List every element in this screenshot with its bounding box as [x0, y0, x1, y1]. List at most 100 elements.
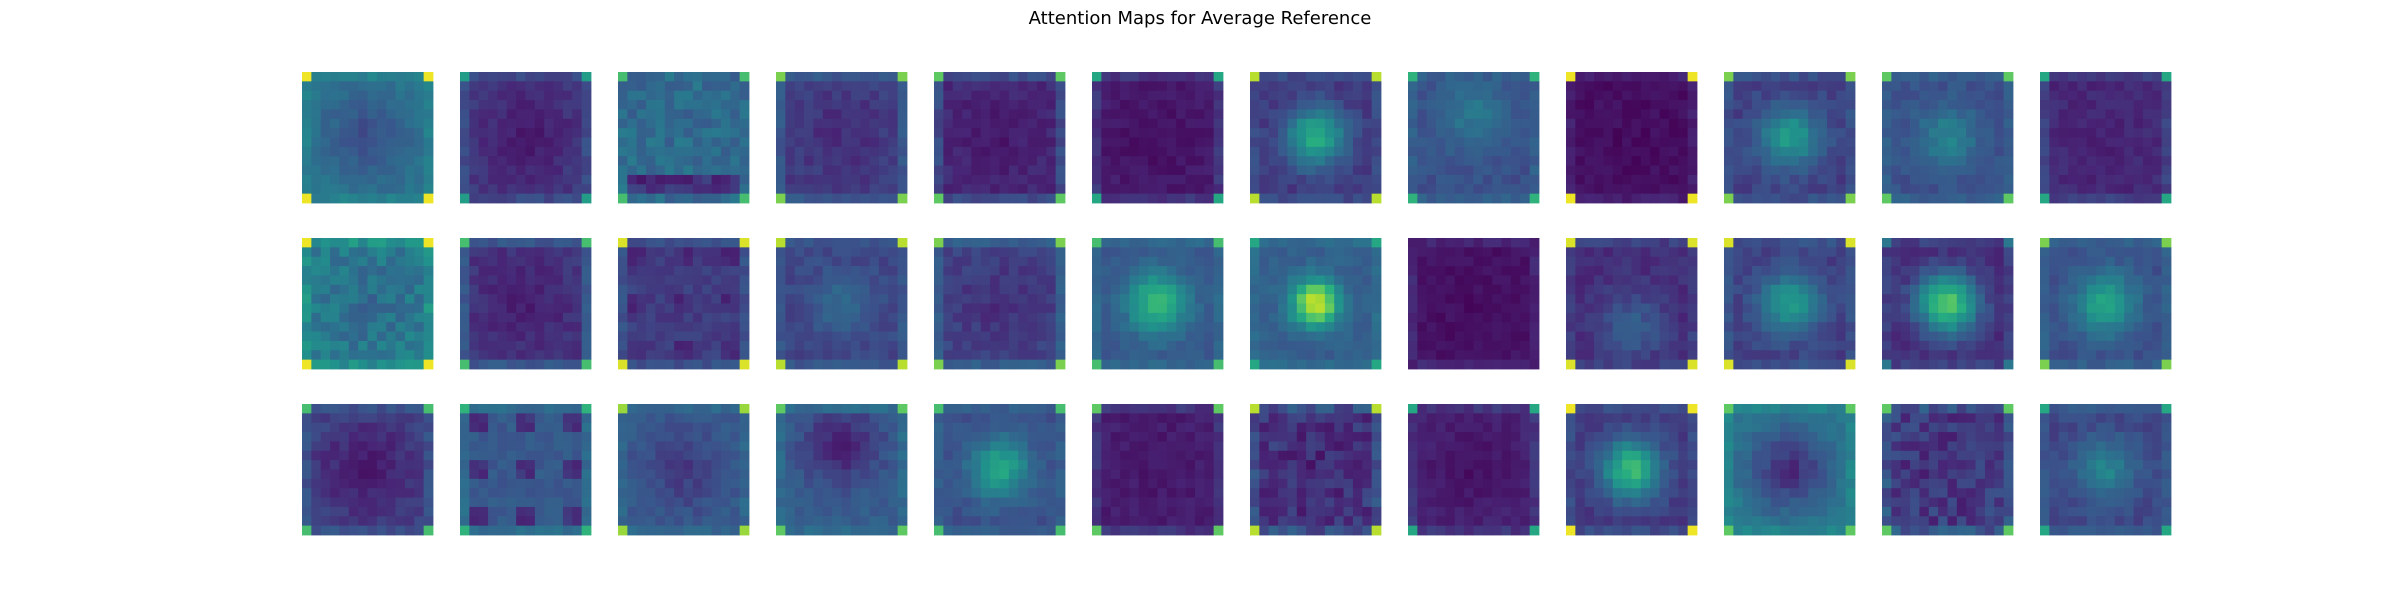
heatmap-cell — [348, 422, 359, 433]
heatmap-cell — [1334, 146, 1344, 157]
heatmap-cell — [1473, 109, 1484, 120]
heatmap-cell — [1343, 72, 1354, 82]
heatmap-cell — [1798, 90, 1809, 101]
heatmap-cell — [1752, 238, 1762, 248]
heatmap-cell — [943, 331, 954, 342]
heatmap-cell — [934, 118, 944, 129]
heatmap-cell — [1213, 294, 1224, 304]
heatmap-cell — [2003, 359, 2014, 370]
heatmap-cell — [497, 81, 508, 92]
heatmap-cell — [952, 174, 963, 185]
heatmap-cell — [1659, 137, 1670, 148]
heatmap-cell — [497, 432, 508, 442]
heatmap-cell — [2003, 284, 2014, 295]
heatmap-cell — [1473, 81, 1484, 92]
heatmap-cell — [794, 109, 805, 120]
heatmap-cell — [794, 100, 805, 110]
heatmap-cell — [1352, 137, 1363, 148]
heatmap-cell — [348, 238, 359, 248]
heatmap-cell — [692, 184, 703, 195]
heatmap-cell — [739, 128, 750, 138]
heatmap-cell — [358, 303, 368, 314]
heatmap-cell — [1296, 72, 1307, 82]
heatmap-cell — [404, 506, 415, 517]
heatmap-cell — [358, 322, 368, 332]
heatmap-cell — [1761, 303, 1772, 314]
heatmap-cell — [1603, 100, 1614, 110]
heatmap-cell — [1566, 72, 1576, 82]
heatmap-cell — [1055, 284, 1066, 295]
heatmap-cell — [636, 165, 647, 176]
heatmap-cell — [1287, 331, 1298, 342]
heatmap-cell — [1166, 100, 1177, 110]
heatmap-cell — [339, 266, 350, 276]
heatmap-cell — [1482, 284, 1493, 295]
heatmap-cell — [636, 184, 647, 195]
heatmap-cell — [1204, 238, 1215, 248]
heatmap-cell — [1343, 193, 1354, 204]
heatmap-cell — [2058, 256, 2069, 267]
heatmap-cell — [553, 422, 564, 433]
heatmap-cell — [1845, 81, 1856, 92]
heatmap-cell — [1287, 72, 1298, 82]
heatmap-cell — [2058, 90, 2069, 101]
heatmap-cell — [897, 174, 908, 185]
heatmap-cell — [1659, 359, 1670, 370]
heatmap-cell — [376, 359, 387, 370]
heatmap-cell — [581, 118, 592, 129]
heatmap-cell — [1092, 266, 1102, 276]
heatmap-cell — [1900, 193, 1911, 204]
heatmap-cell — [1575, 184, 1586, 195]
heatmap-cell — [1445, 247, 1456, 258]
heatmap-cell — [664, 146, 675, 157]
heatmap-cell — [1046, 72, 1057, 82]
heatmap-cell — [2161, 247, 2172, 258]
heatmap-cell — [1306, 137, 1316, 148]
heatmap-cell — [1138, 359, 1149, 370]
heatmap-cell — [720, 72, 731, 82]
heatmap-cell — [1129, 275, 1140, 286]
heatmap-cell — [1640, 238, 1651, 248]
heatmap-cell — [702, 238, 712, 248]
heatmap-cell — [562, 109, 573, 120]
heatmap-cell — [1984, 266, 1995, 276]
heatmap-cell — [1994, 350, 2005, 361]
heatmap-cell — [730, 137, 741, 148]
heatmap-cell — [1678, 90, 1689, 101]
heatmap-cell — [1603, 128, 1614, 138]
heatmap-cell — [794, 284, 805, 295]
heatmap-cell — [2152, 81, 2163, 92]
heatmap-cell — [1631, 284, 1642, 295]
heatmap-cell — [1566, 165, 1576, 176]
heatmap-cell — [1464, 90, 1474, 101]
heatmap-cell — [869, 275, 880, 286]
heatmap-cell — [469, 322, 480, 332]
heatmap-cell — [1770, 350, 1781, 361]
heatmap-cell — [395, 256, 406, 267]
heatmap-cell — [869, 284, 880, 295]
heatmap-cell — [404, 266, 415, 276]
heatmap-cell — [1278, 303, 1288, 314]
heatmap-cell — [1742, 174, 1753, 185]
heatmap-cell — [1947, 118, 1958, 129]
heatmap-cell — [339, 441, 350, 452]
heatmap-cell — [2114, 109, 2125, 120]
heatmap-cell — [1194, 146, 1205, 157]
heatmap-cell — [1362, 81, 1373, 92]
heatmap-cell — [1436, 331, 1446, 342]
heatmap-cell — [320, 165, 331, 176]
heatmap-cell — [553, 238, 564, 248]
heatmap-cell — [311, 109, 322, 120]
heatmap-cell — [404, 413, 415, 424]
heatmap-cell — [1845, 137, 1856, 148]
heatmap-cell — [386, 174, 396, 185]
heatmap-cell — [1510, 275, 1521, 286]
heatmap-cell — [1492, 322, 1502, 332]
heatmap-cell — [1780, 81, 1790, 92]
heatmap-cell — [1324, 72, 1335, 82]
heatmap-cell — [1185, 303, 1196, 314]
heatmap-cell — [497, 303, 508, 314]
heatmap-cell — [358, 497, 368, 508]
heatmap-cell — [980, 331, 991, 342]
heatmap-cell — [1213, 238, 1224, 248]
